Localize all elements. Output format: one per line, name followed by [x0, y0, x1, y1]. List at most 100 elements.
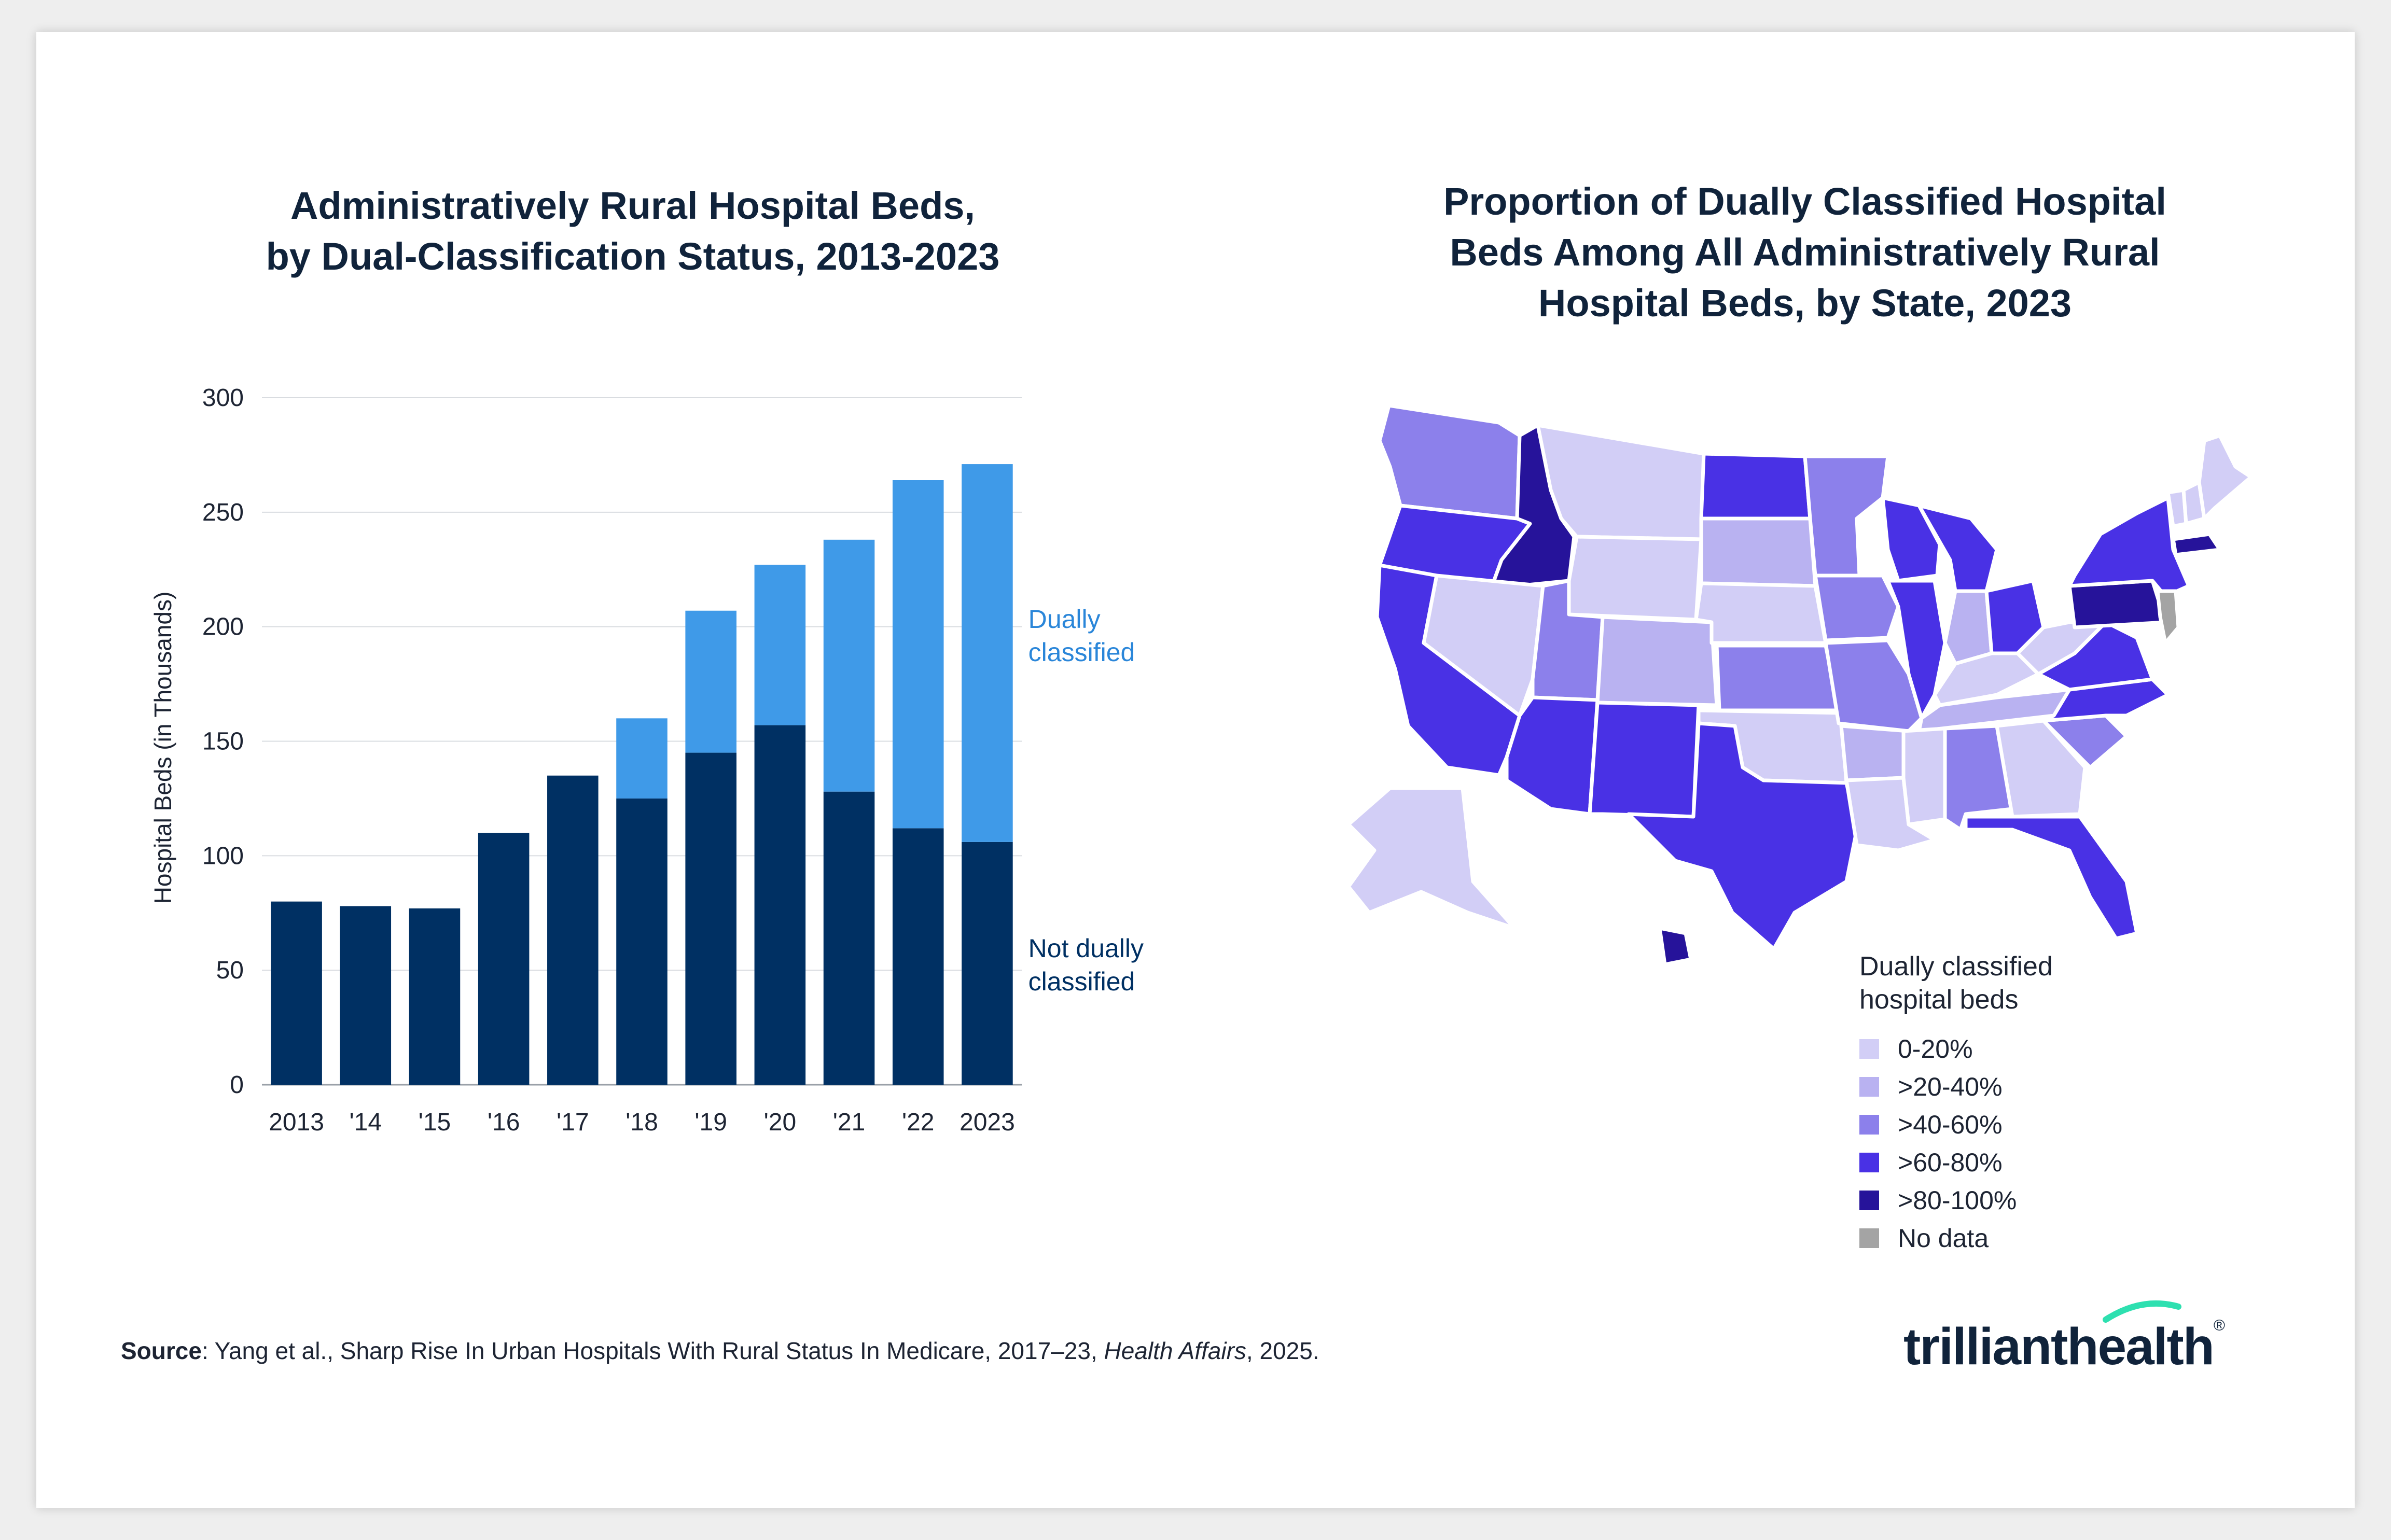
legend-item: No data [1859, 1219, 2053, 1257]
legend-swatch [1859, 1114, 1879, 1135]
legend-swatch [1859, 1228, 1879, 1248]
legend-swatch [1859, 1152, 1879, 1172]
state-NE [1694, 581, 1828, 645]
legend-item: >40-60% [1859, 1105, 2053, 1143]
state-AZ [1505, 695, 1600, 816]
source-journal: Health Affairs [1104, 1337, 1246, 1364]
x-tick-label: '18 [625, 1109, 658, 1136]
bar-segment [271, 901, 322, 1085]
state-NM [1588, 701, 1701, 819]
state-IL [1886, 579, 1947, 720]
legend-title: Dually classified hospital beds [1859, 950, 2053, 1016]
legend-item: 0-20% [1859, 1030, 2053, 1068]
bar-segment [685, 610, 736, 753]
state-MS [1901, 726, 1947, 827]
legend-item: >60-80% [1859, 1143, 2053, 1181]
bar-segment [616, 718, 668, 799]
legend-label: 0-20% [1898, 1034, 1973, 1063]
state-TX [1627, 721, 1859, 951]
us-choropleth-map [1346, 403, 2253, 967]
legend-label: >80-100% [1898, 1185, 2017, 1215]
x-tick-label: 2023 [960, 1109, 1015, 1136]
legend-label: No data [1898, 1223, 1989, 1253]
bar-segment [478, 833, 530, 1085]
logo-text-1: trilliant [1903, 1318, 2068, 1376]
state-FL [1964, 815, 2139, 941]
state-GA [1995, 719, 2087, 819]
state-MA [2171, 532, 2222, 557]
bar-chart-title-line-2: by Dual-Classification Status, 2013-2023 [266, 235, 1000, 278]
state-SD [1699, 516, 1817, 588]
y-axis-label: Hospital Beds (in Thousands) [149, 592, 176, 904]
bar-segment [823, 539, 875, 792]
y-tick-label: 100 [202, 842, 244, 870]
legend-swatch [1859, 1076, 1879, 1097]
state-ND [1699, 452, 1812, 521]
bar-segment [962, 842, 1013, 1085]
logo-trademark: ® [2213, 1317, 2225, 1334]
bar-chart-title-line-1: Administratively Rural Hospital Beds, [290, 184, 975, 227]
x-axis-ticks: 2013 '14 '15 '16 '17 '18 '19 '20 '21 '22 2023 [269, 1109, 1015, 1136]
legend-title-line-2: hospital beds [1859, 985, 2019, 1015]
map-title: Proportion of Dually Classified Hospital… [1286, 176, 2324, 329]
x-tick-label: 2013 [269, 1109, 324, 1136]
bar-segment [754, 725, 806, 1085]
state-MT [1536, 423, 1706, 541]
bar-segment [685, 752, 736, 1085]
series-label: Dually classified [1028, 605, 1135, 667]
legend-label: >40-60% [1898, 1110, 2003, 1139]
y-axis-ticks: 0 50 100 150 200 250 300 [202, 384, 244, 1099]
series-labels: Dually classified Not dually classified [1028, 605, 1144, 996]
x-tick-label: '15 [419, 1109, 451, 1136]
state-CO [1595, 615, 1719, 707]
series-label: Not dually classified [1028, 934, 1144, 996]
source-text: : Yang et al., Sharp Rise In Urban Hospi… [201, 1337, 1104, 1364]
bar-chart-title: Administratively Rural Hospital Beds, by… [156, 180, 1110, 282]
state-KS [1715, 643, 1841, 712]
state-ME [2197, 433, 2253, 521]
bar-segment [892, 828, 944, 1085]
y-tick-label: 150 [202, 728, 244, 755]
x-tick-label: '17 [557, 1109, 589, 1136]
x-tick-label: '19 [694, 1109, 727, 1136]
bar-segment [962, 464, 1013, 842]
state-WA [1378, 403, 1522, 521]
map-title-line-1: Proportion of Dually Classified Hospital [1443, 180, 2166, 223]
bar-segment [892, 480, 944, 829]
y-tick-label: 200 [202, 613, 244, 641]
bars [271, 464, 1013, 1085]
source-note: Source: Yang et al., Sharp Rise In Urban… [121, 1337, 1319, 1365]
bar-segment [547, 775, 599, 1085]
stacked-bar-chart: 0 50 100 150 200 250 300 2013 '14 '15 '16 '17 '18 '1… [149, 384, 1144, 1136]
x-tick-label: '20 [764, 1109, 797, 1136]
logo-text-2: health [2067, 1318, 2214, 1376]
bar-segment [754, 565, 806, 725]
legend-label: >20-40% [1898, 1072, 2003, 1101]
legend-label: >60-80% [1898, 1147, 2003, 1177]
state-IN [1943, 589, 1994, 666]
map-legend: Dually classified hospital beds 0-20% >2… [1859, 950, 2053, 1257]
legend-item: >80-100% [1859, 1181, 2053, 1219]
trilliant-health-logo: trillianthealth® [1903, 1300, 2225, 1377]
map-title-line-3: Hospital Beds, by State, 2023 [1538, 282, 2072, 325]
state-MN [1803, 454, 1890, 578]
y-tick-label: 300 [202, 384, 244, 412]
x-tick-label: '22 [902, 1109, 935, 1136]
state-AK [1346, 786, 1517, 930]
state-WY [1567, 535, 1703, 622]
state-NJ [2156, 589, 2180, 645]
bar-segment [409, 908, 461, 1085]
y-tick-label: 50 [216, 957, 244, 984]
state-HI [1658, 926, 1693, 967]
state-IA [1813, 573, 1900, 642]
bar-segment [340, 906, 392, 1085]
map-title-line-2: Beds Among All Administratively Rural [1450, 231, 2160, 274]
legend-item: >20-40% [1859, 1068, 2053, 1105]
x-tick-label: '16 [488, 1109, 520, 1136]
legend-swatch [1859, 1039, 1879, 1059]
logo-swoosh-icon [2103, 1300, 2181, 1323]
state-NY [2067, 496, 2191, 598]
legend-title-line-1: Dually classified [1859, 951, 2053, 982]
state-AR [1839, 724, 1911, 782]
state-NV [1422, 573, 1545, 718]
